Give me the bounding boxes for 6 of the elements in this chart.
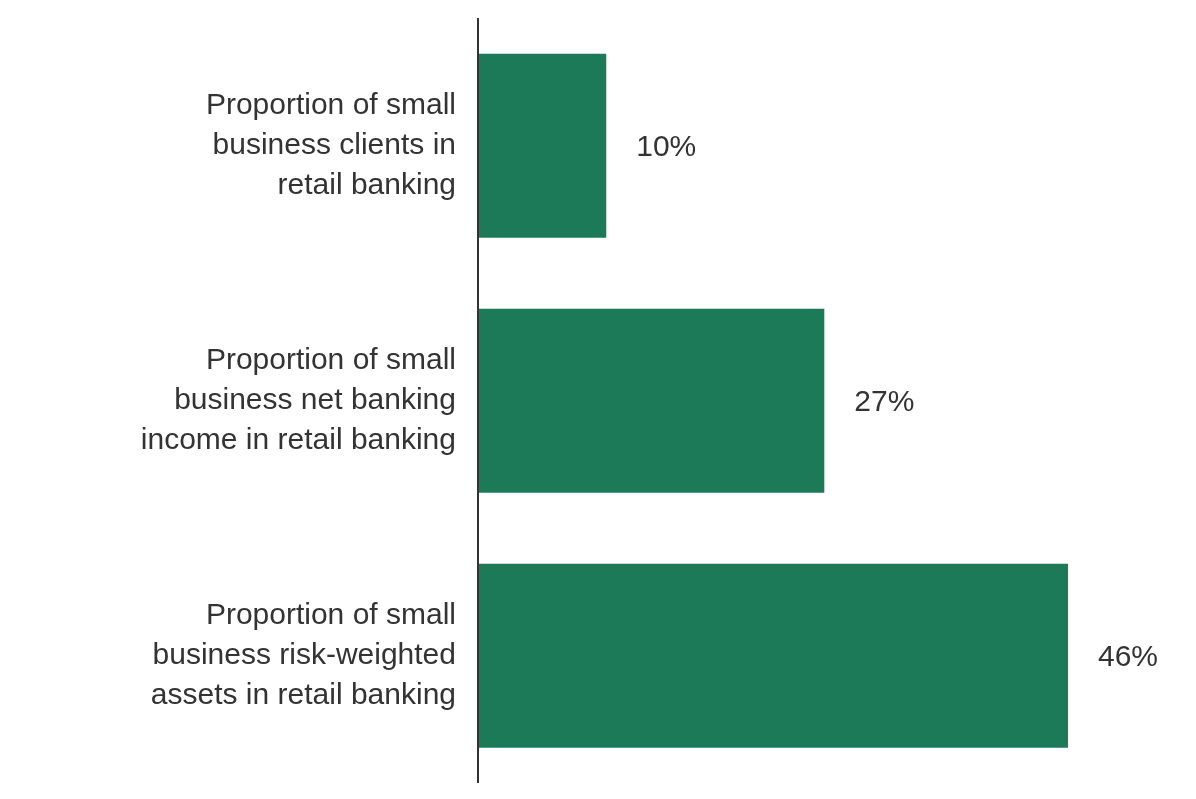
y-tick-label: Proportion of small business clients in retail banking — [205, 86, 456, 200]
y-tick-label: Proportion of small business net banking income in retail banking — [140, 341, 456, 455]
data-label: 46% — [1098, 639, 1159, 673]
data-label: 10% — [636, 129, 697, 163]
data-label: 27% — [854, 384, 915, 418]
y-tick-label: Proportion of small business risk-weighted assets in retail banking — [150, 596, 456, 710]
